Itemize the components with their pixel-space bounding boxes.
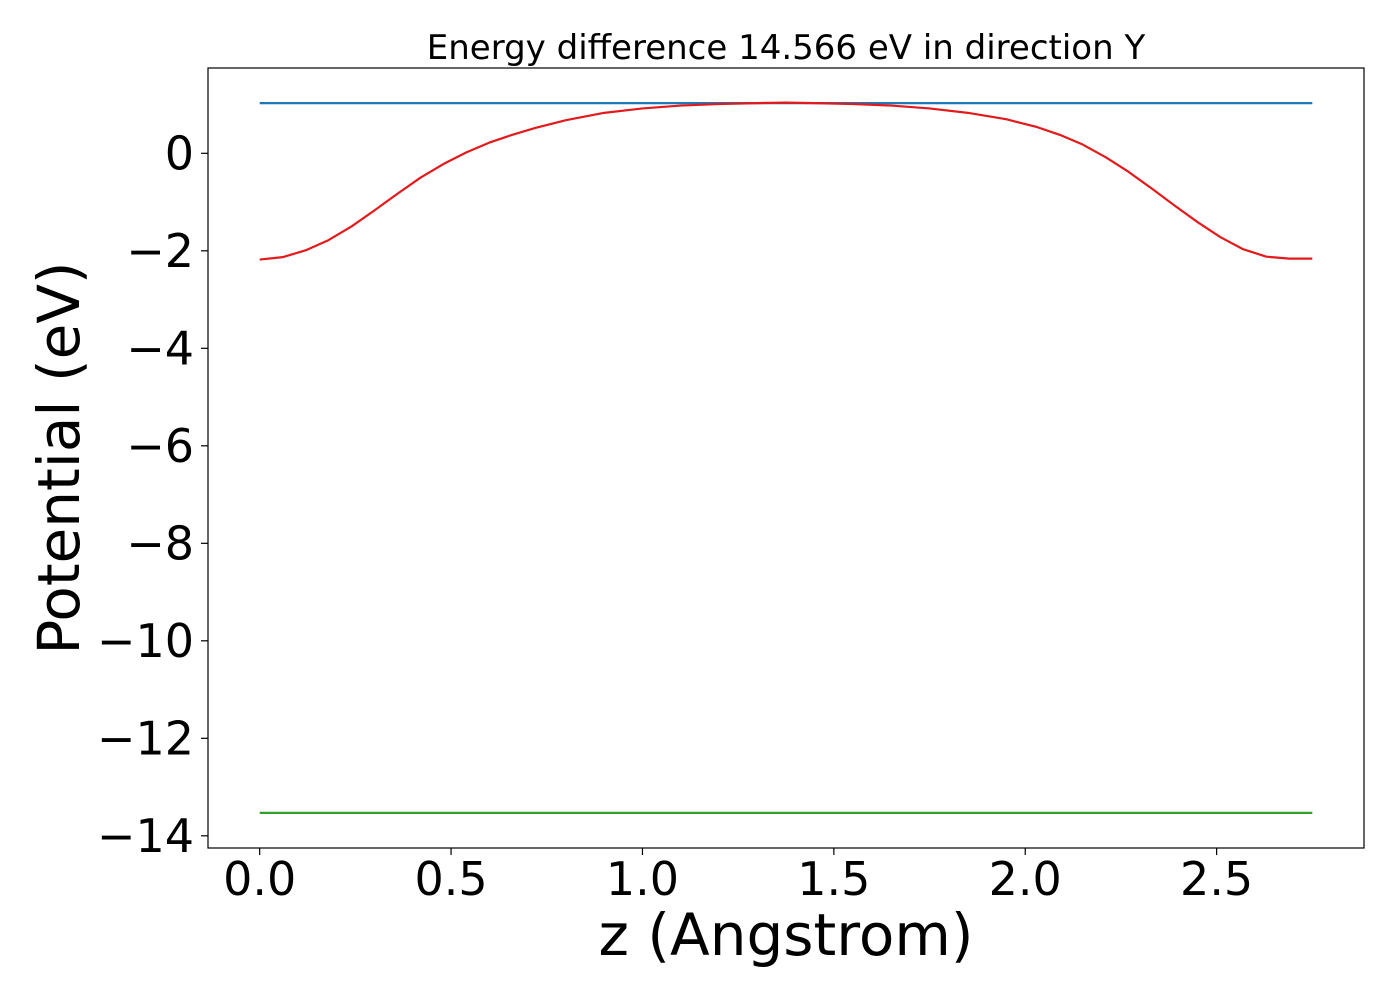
y-axis-label: Potential (eV) bbox=[25, 261, 93, 654]
x-tick-label: 1.5 bbox=[797, 852, 870, 906]
y-tick-label: −10 bbox=[97, 614, 194, 668]
chart-title: Energy difference 14.566 eV in direction… bbox=[427, 28, 1146, 68]
x-tick-label: 1.0 bbox=[606, 852, 679, 906]
y-tick-label: −8 bbox=[126, 516, 194, 570]
y-tick-label: −2 bbox=[126, 224, 194, 278]
x-tick-label: 2.0 bbox=[989, 852, 1062, 906]
x-tick-label: 0.0 bbox=[223, 852, 296, 906]
series-layer bbox=[259, 101, 1313, 815]
x-tick-label: 0.5 bbox=[414, 852, 487, 906]
y-tick-label: 0 bbox=[165, 126, 194, 180]
y-tick-label: −6 bbox=[126, 419, 194, 473]
x-ticks: 0.0 0.5 1.0 1.5 2.0 2.5 bbox=[223, 848, 1253, 906]
y-ticks: 0 −2 −4 −6 −8 −10 −12 −14 bbox=[97, 126, 208, 863]
y-tick-label: −14 bbox=[97, 809, 194, 863]
plot-frame bbox=[207, 67, 1365, 849]
x-axis-label: z (Angstrom) bbox=[599, 901, 974, 969]
series-line-1 bbox=[259, 101, 1313, 261]
x-tick-label: 2.5 bbox=[1180, 852, 1253, 906]
y-tick-label: −12 bbox=[97, 711, 194, 765]
y-tick-label: −4 bbox=[126, 321, 194, 375]
